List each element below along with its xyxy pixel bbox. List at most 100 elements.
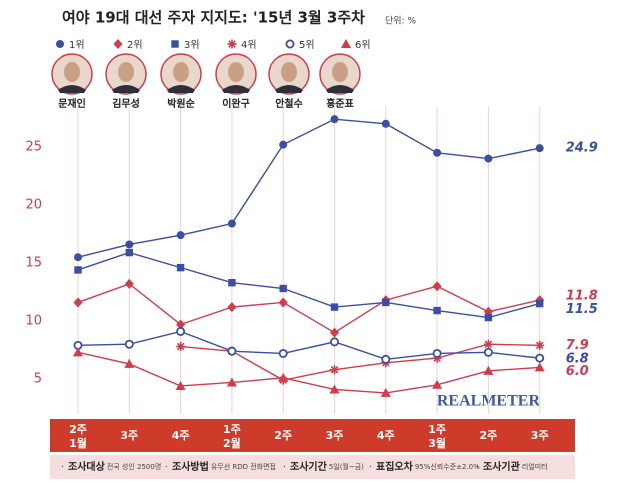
- legend-label: 2위: [127, 38, 143, 51]
- marker: [279, 140, 288, 149]
- marker: [536, 299, 544, 308]
- candidate-name: 이완구: [222, 97, 250, 110]
- marker-shape: [330, 365, 339, 374]
- chart-title: 여야 19대 대선 주자 지지도: '15년 3월 3주차: [62, 9, 365, 27]
- marker-shape: [227, 302, 237, 313]
- legend-label: 5위: [299, 38, 315, 51]
- y-tick-label: 15: [25, 256, 42, 271]
- marker-shape: [171, 40, 179, 48]
- marker: [124, 278, 134, 289]
- x-tick-label: 2주: [69, 423, 87, 436]
- series-line: [77, 118, 540, 258]
- candidate-name: 문재인: [58, 97, 86, 110]
- value-label: 11.8: [566, 289, 598, 304]
- marker-shape: [432, 348, 442, 358]
- candidate-face: [64, 62, 80, 82]
- x-tick-label: 1주: [428, 423, 446, 436]
- footer-label: 조사기관: [483, 460, 521, 473]
- candidate-suit: [167, 85, 195, 93]
- marker: [73, 347, 83, 357]
- candidate-name: 김무성: [112, 97, 140, 110]
- value-label: 24.9: [566, 141, 598, 156]
- candidate-face: [332, 62, 348, 82]
- marker: [124, 339, 134, 349]
- y-tick-label: 5: [34, 372, 42, 387]
- legend-label: 3위: [184, 38, 200, 51]
- marker: [432, 281, 442, 292]
- marker-shape: [534, 362, 545, 372]
- marker: [381, 354, 391, 364]
- value-label: 11.5: [566, 302, 598, 317]
- legend-label: 6위: [355, 38, 371, 51]
- legend-label: 1위: [69, 38, 85, 51]
- marker-shape: [433, 306, 441, 315]
- footer-bullet: ·: [476, 463, 479, 473]
- series-line: [180, 343, 540, 381]
- candidate-face: [118, 62, 134, 82]
- marker-shape: [433, 148, 442, 157]
- marker-shape: [483, 347, 493, 357]
- value-label: 7.9: [566, 338, 589, 353]
- marker-shape: [330, 303, 339, 311]
- marker: [176, 342, 186, 352]
- marker-shape: [329, 337, 339, 347]
- footer-bullet: ·: [61, 463, 64, 473]
- marker-shape: [330, 115, 339, 124]
- marker-shape: [226, 377, 237, 387]
- series-line: [77, 283, 540, 334]
- marker: [483, 339, 493, 349]
- footer-band: [50, 455, 575, 479]
- x-axis-band: [50, 419, 575, 452]
- y-tick-label: 25: [25, 140, 42, 155]
- marker: [74, 253, 82, 262]
- marker: [227, 346, 237, 356]
- candidate-suit: [326, 85, 354, 93]
- marker: [380, 387, 391, 397]
- marker-shape: [432, 281, 442, 292]
- candidate-face: [281, 62, 297, 82]
- marker-shape: [484, 313, 493, 322]
- x-tick-label: 3주: [326, 429, 344, 442]
- marker-shape: [341, 39, 351, 48]
- marker: [432, 379, 443, 389]
- marker: [432, 348, 442, 358]
- marker: [535, 144, 544, 153]
- footer-bullet: ·: [369, 463, 372, 473]
- footer-label: 조사대상: [68, 460, 106, 473]
- month-label: 1월: [69, 436, 87, 450]
- marker-shape: [176, 326, 186, 336]
- marker-shape: [278, 297, 288, 308]
- marker: [171, 40, 179, 48]
- marker: [176, 263, 185, 272]
- series-line: [77, 351, 540, 394]
- marker-shape: [382, 298, 390, 307]
- footer-detail: 유무선 RDD 전화면접: [211, 462, 276, 471]
- month-label: 2월: [223, 436, 241, 450]
- candidate-suit: [58, 85, 86, 93]
- marker-shape: [432, 379, 443, 389]
- footer-detail: 리얼미터: [522, 462, 548, 471]
- marker: [227, 39, 237, 49]
- marker: [329, 337, 339, 347]
- marker: [535, 353, 545, 363]
- x-tick-label: 2주: [274, 429, 292, 442]
- month-label: 3월: [428, 436, 446, 450]
- marker: [484, 154, 493, 163]
- marker-shape: [329, 384, 340, 394]
- marker: [330, 303, 339, 311]
- marker-shape: [176, 263, 185, 272]
- marker-shape: [381, 354, 391, 364]
- candidate-suit: [222, 85, 250, 93]
- marker-shape: [56, 40, 64, 48]
- marker: [278, 297, 288, 308]
- marker: [483, 347, 493, 357]
- candidate-name: 박원순: [167, 97, 195, 110]
- marker: [227, 219, 236, 228]
- marker-shape: [74, 266, 82, 274]
- x-tick-label: 3주: [531, 429, 549, 442]
- marker: [285, 39, 295, 49]
- marker-shape: [535, 341, 544, 350]
- footer-detail: 5일(월~금): [329, 462, 364, 471]
- legend-label: 4위: [241, 38, 257, 51]
